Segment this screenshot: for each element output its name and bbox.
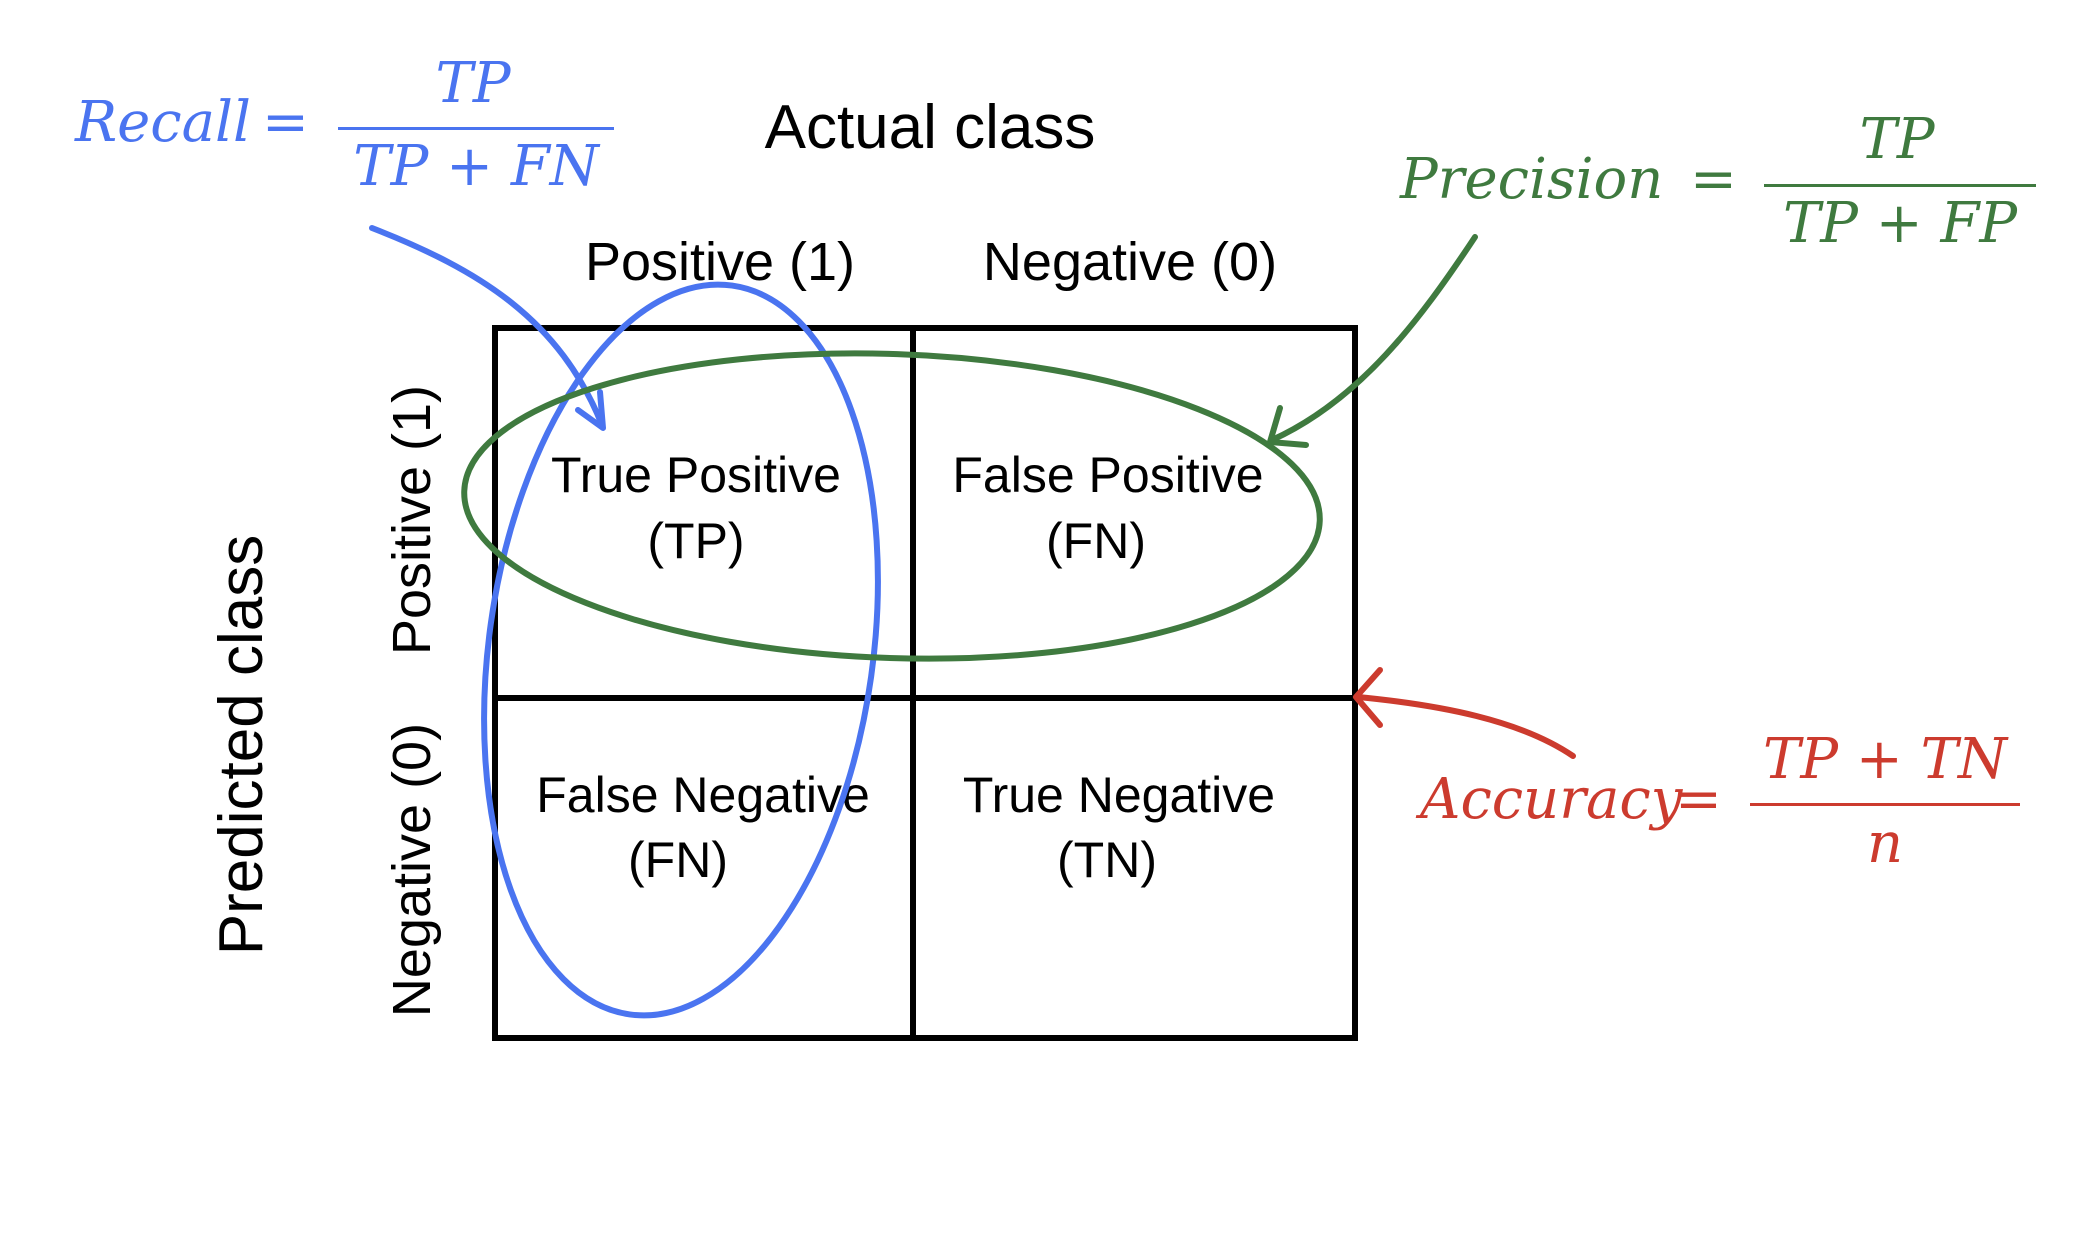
accuracy-numerator: TP + TN <box>1763 727 2009 792</box>
recall-numerator: TP <box>435 51 511 116</box>
precision-label: Precision <box>1399 147 1663 212</box>
actual-class-title: Actual class <box>765 93 1096 162</box>
recall-ellipse <box>481 281 881 1019</box>
precision-ellipse <box>461 350 1323 662</box>
recall-fraction-bar <box>338 127 614 130</box>
precision-arrowhead <box>1267 405 1309 448</box>
predicted-positive-header: Positive (1) <box>382 385 442 655</box>
cell-fn-abbrev: (FN) <box>628 832 728 888</box>
precision-equals: = <box>1690 147 1737 212</box>
precision-annotation: Precision = TP TP + FP <box>1399 107 2036 256</box>
accuracy-annotation: Accuracy = TP + TN n <box>1415 727 2020 876</box>
accuracy-fraction-bar <box>1750 803 2020 806</box>
predicted-negative-header: Negative (0) <box>382 723 442 1017</box>
recall-annotation: Recall = TP TP + FN <box>74 51 614 199</box>
recall-label: Recall <box>74 90 251 155</box>
cell-tn-label: True Negative <box>963 767 1275 823</box>
matrix-border <box>492 325 1358 1041</box>
recall-arrow <box>369 225 605 428</box>
matrix-grid <box>492 325 1358 1041</box>
precision-numerator: TP <box>1859 107 1935 172</box>
cell-tp-label: True Positive <box>551 447 841 503</box>
cell-true-positive: True Positive (TP) <box>551 447 841 569</box>
cell-fp-abbrev: (FN) <box>1046 513 1146 569</box>
accuracy-equals: = <box>1675 767 1722 832</box>
accuracy-denominator: n <box>1867 811 1903 876</box>
accuracy-label: Accuracy <box>1415 767 1684 832</box>
cell-false-negative: False Negative (FN) <box>536 767 870 888</box>
precision-fraction-bar <box>1764 184 2036 187</box>
actual-negative-header: Negative (0) <box>983 232 1277 292</box>
accuracy-arrow <box>1355 694 1576 759</box>
accuracy-arrowhead <box>1353 667 1383 728</box>
cell-tn-abbrev: (TN) <box>1057 832 1157 888</box>
recall-denominator: TP + FN <box>353 134 600 199</box>
cell-fp-label: False Positive <box>952 447 1263 503</box>
cell-true-negative: True Negative (TN) <box>963 767 1275 888</box>
cell-false-positive: False Positive (FN) <box>952 447 1263 569</box>
precision-denominator: TP + FP <box>1783 191 2018 256</box>
cell-tp-abbrev: (TP) <box>647 513 744 569</box>
recall-arrowhead <box>575 389 606 431</box>
precision-arrow <box>1269 234 1478 443</box>
cell-fn-label: False Negative <box>536 767 870 823</box>
recall-equals: = <box>262 90 309 155</box>
predicted-class-title: Predicted class <box>207 535 276 955</box>
